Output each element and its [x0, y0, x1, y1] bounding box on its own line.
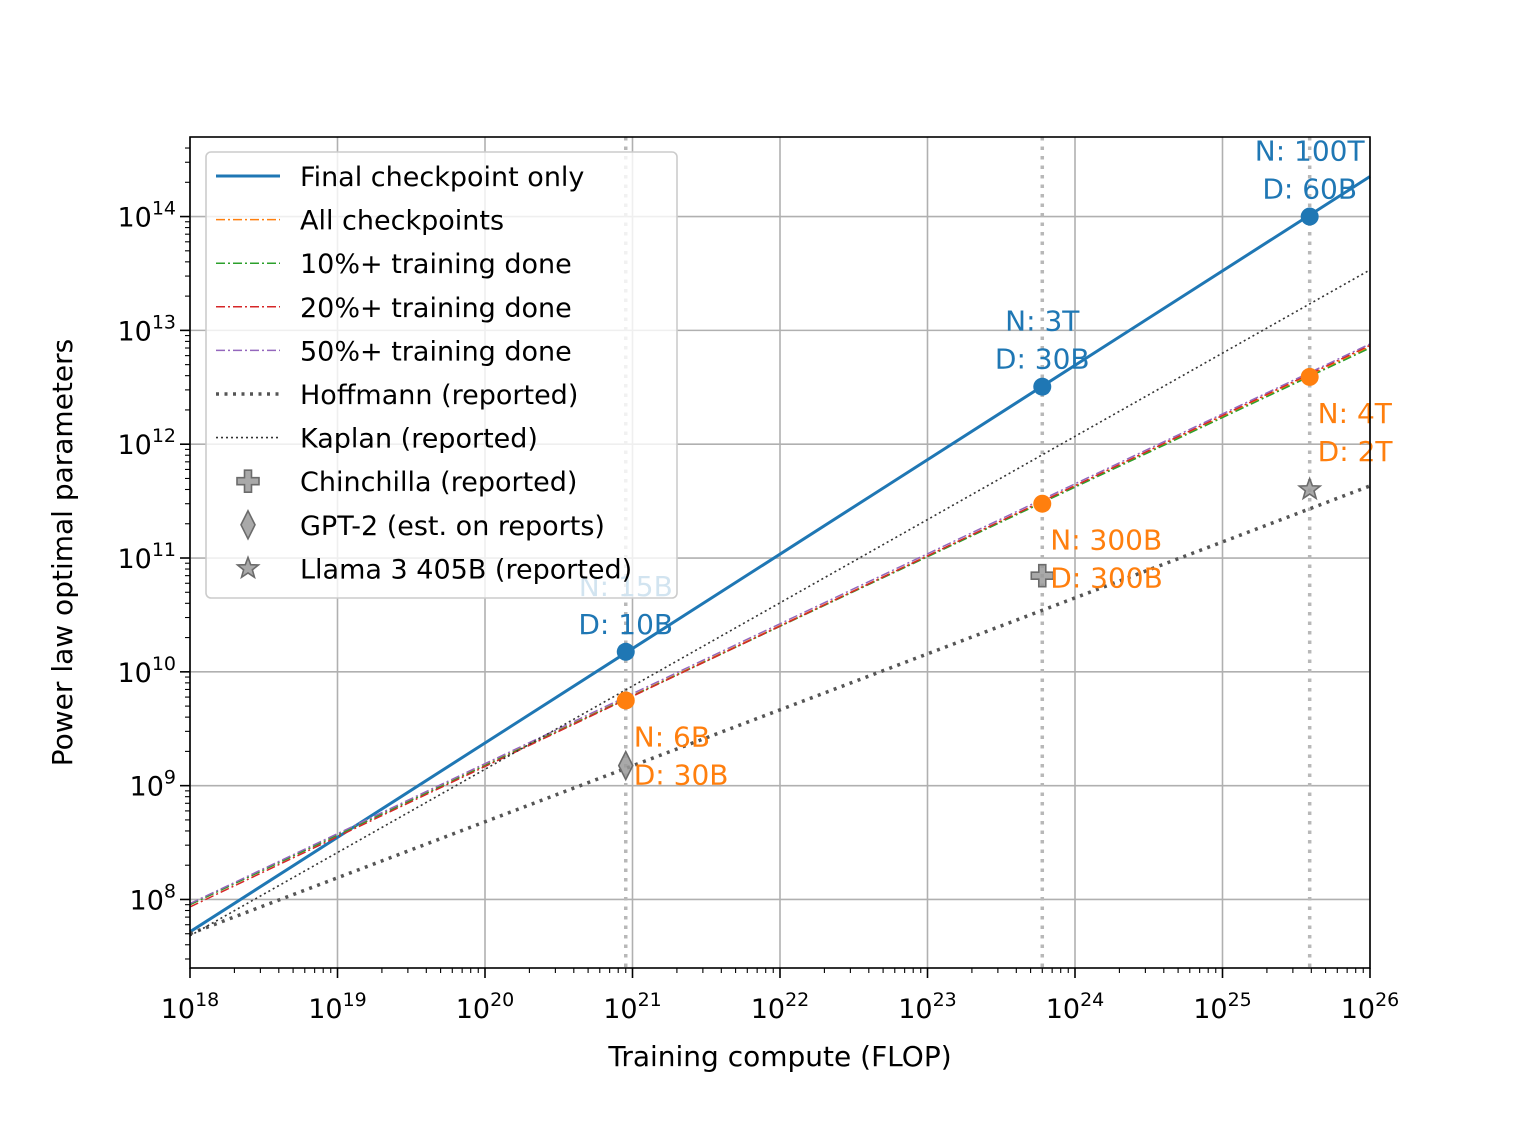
axes: 1018 1019 1020 1021 1022 1023 1024 1025 1026 108 1… [46, 136, 1400, 1073]
x-tick-label-5: 1023 [898, 989, 957, 1025]
point-label-0-1: D: 10B [578, 608, 673, 641]
scatter-marker-star [1297, 476, 1323, 501]
legend-label-5: Hoffmann (reported) [300, 380, 578, 411]
legend-label-9: Llama 3 405B (reported) [300, 554, 632, 585]
legend-label-8: GPT-2 (est. on reports) [300, 511, 605, 542]
legend-label-3: 20%+ training done [300, 293, 572, 324]
y-tick-label-0: 108 [130, 880, 176, 916]
point-label-3-1: D: 30B [634, 758, 729, 791]
series-line-5 [189, 484, 1371, 936]
x-tick-label-4: 1022 [751, 989, 810, 1025]
point-label-3-0: N: 6B [634, 720, 710, 753]
point-label-4-1: D: 300B [1050, 562, 1163, 595]
legend-label-1: All checkpoints [300, 206, 504, 237]
x-tick-label-2: 1020 [456, 989, 515, 1025]
y-tick-label-3: 1011 [117, 539, 176, 575]
legend-marker-plus [236, 469, 260, 493]
x-tick-label-8: 1026 [1341, 989, 1400, 1025]
point-label-4-0: N: 300B [1050, 524, 1162, 557]
x-tick-label-0: 1018 [161, 989, 220, 1025]
vertical-reference-lines [624, 137, 1312, 968]
highlight-point-4 [1033, 494, 1052, 513]
x-axis-label: Training compute (FLOP) [607, 1040, 951, 1073]
y-tick-label-1: 109 [130, 767, 176, 803]
legend-label-4: 50%+ training done [300, 336, 572, 367]
series-line-6 [189, 269, 1371, 937]
legend-label-6: Kaplan (reported) [300, 424, 538, 455]
legend-label-0: Final checkpoint only [300, 162, 584, 193]
x-tick-label-3: 1021 [603, 989, 662, 1025]
legend: Final checkpoint only All checkpoints 10%+… [205, 151, 678, 599]
x-tick-label-7: 1025 [1193, 989, 1252, 1025]
highlight-point-2 [1300, 207, 1319, 226]
highlight-point-1 [1033, 377, 1052, 396]
series-line-4 [189, 343, 1371, 905]
legend-box [205, 151, 678, 599]
y-tick-label-4: 1012 [117, 425, 176, 461]
point-label-2-1: D: 60B [1262, 173, 1357, 206]
legend-marker-star [235, 555, 261, 580]
scatter-marker-diamond [617, 749, 634, 782]
point-label-5-1: D: 2T [1318, 435, 1394, 468]
x-tick-label-1: 1019 [308, 989, 367, 1025]
y-tick-label-5: 1013 [117, 311, 176, 347]
highlight-point-3 [616, 691, 635, 710]
point-label-2-0: N: 100T [1255, 135, 1366, 168]
scatter-markers [617, 476, 1323, 782]
point-label-5-0: N: 4T [1318, 397, 1393, 430]
point-label-1-0: N: 3T [1005, 305, 1080, 338]
x-tick-label-6: 1024 [1046, 989, 1105, 1025]
series-lines [189, 175, 1371, 937]
legend-marker-diamond [240, 509, 256, 541]
y-tick-label-2: 1010 [117, 653, 176, 689]
series-line-0 [189, 175, 1371, 934]
series-line-3 [189, 344, 1371, 908]
y-tick-label-6: 1014 [117, 198, 176, 234]
legend-label-7: Chinchilla (reported) [300, 467, 577, 498]
legend-label-2: 10%+ training done [300, 249, 572, 280]
highlight-points [616, 207, 1319, 710]
highlight-point-0 [616, 642, 635, 661]
scatter-marker-plus [1030, 563, 1055, 588]
y-axis-label: Power law optimal parameters [46, 339, 79, 766]
point-label-1-1: D: 30B [995, 343, 1090, 376]
highlight-point-5 [1300, 367, 1319, 386]
